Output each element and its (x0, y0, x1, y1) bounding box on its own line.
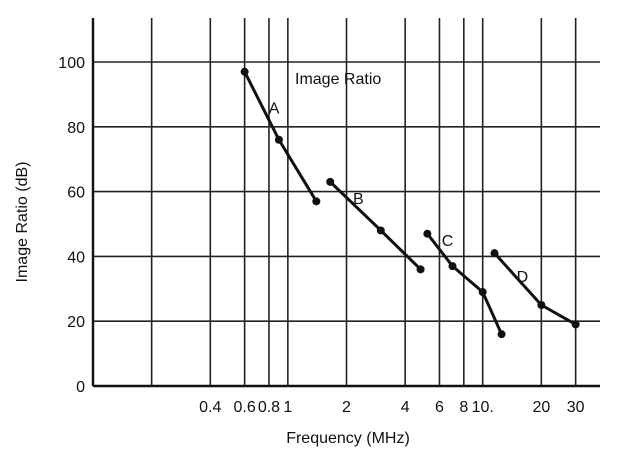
x-tick-label: 4 (401, 399, 410, 416)
data-point (537, 301, 546, 309)
series-label-a: A (269, 100, 280, 117)
y-tick-label: 100 (58, 55, 85, 72)
x-tick-label: 0.8 (258, 399, 280, 416)
series-line-d (493, 252, 577, 326)
x-tick-label: 8 (459, 399, 468, 416)
data-point (326, 177, 335, 186)
data-point (571, 320, 580, 329)
y-tick-label: 40 (67, 249, 85, 266)
x-tick-label: 30 (567, 399, 585, 416)
data-series (240, 67, 580, 339)
axes (91, 18, 600, 388)
y-tick-label: 80 (67, 120, 85, 137)
y-tick-label: 20 (67, 314, 85, 331)
data-point (478, 288, 487, 297)
series-label-c: C (442, 233, 454, 250)
x-tick-label: 1 (283, 399, 292, 416)
data-point (448, 262, 457, 271)
x-tick-label: 6 (435, 399, 444, 416)
series-label-b: B (353, 191, 364, 208)
x-tick-label: 10. (472, 399, 494, 416)
data-point (312, 197, 321, 206)
data-point (416, 265, 425, 274)
y-tick-label: 60 (67, 185, 85, 202)
x-tick-label: 0.6 (233, 399, 255, 416)
series-label-d: D (517, 269, 529, 286)
data-point (423, 229, 432, 238)
series-line-c (426, 232, 503, 335)
series-a (240, 67, 321, 206)
series-labels: A B C D (269, 100, 528, 285)
x-tick-label: 2 (342, 399, 351, 416)
y-tick-labels: 0 20 40 60 80 100 (58, 55, 85, 396)
y-tick-label: 0 (76, 379, 85, 396)
x-tick-label: 0.4 (199, 399, 221, 416)
data-point (497, 330, 506, 339)
series-c (423, 229, 506, 339)
y-axis-label: Image Ratio (dB) (14, 162, 31, 283)
data-point (274, 135, 283, 144)
data-point (490, 249, 499, 258)
chart-annotation: Image Ratio (295, 71, 381, 88)
x-tick-labels: 0.4 0.6 0.8 1 2 4 6 8 10. 20 30 (199, 399, 584, 416)
series-b (326, 177, 425, 274)
x-axis-label: Frequency (MHz) (286, 430, 410, 447)
data-point (376, 226, 385, 235)
x-tick-label: 20 (532, 399, 550, 416)
series-d (490, 249, 580, 329)
data-point (240, 67, 249, 76)
